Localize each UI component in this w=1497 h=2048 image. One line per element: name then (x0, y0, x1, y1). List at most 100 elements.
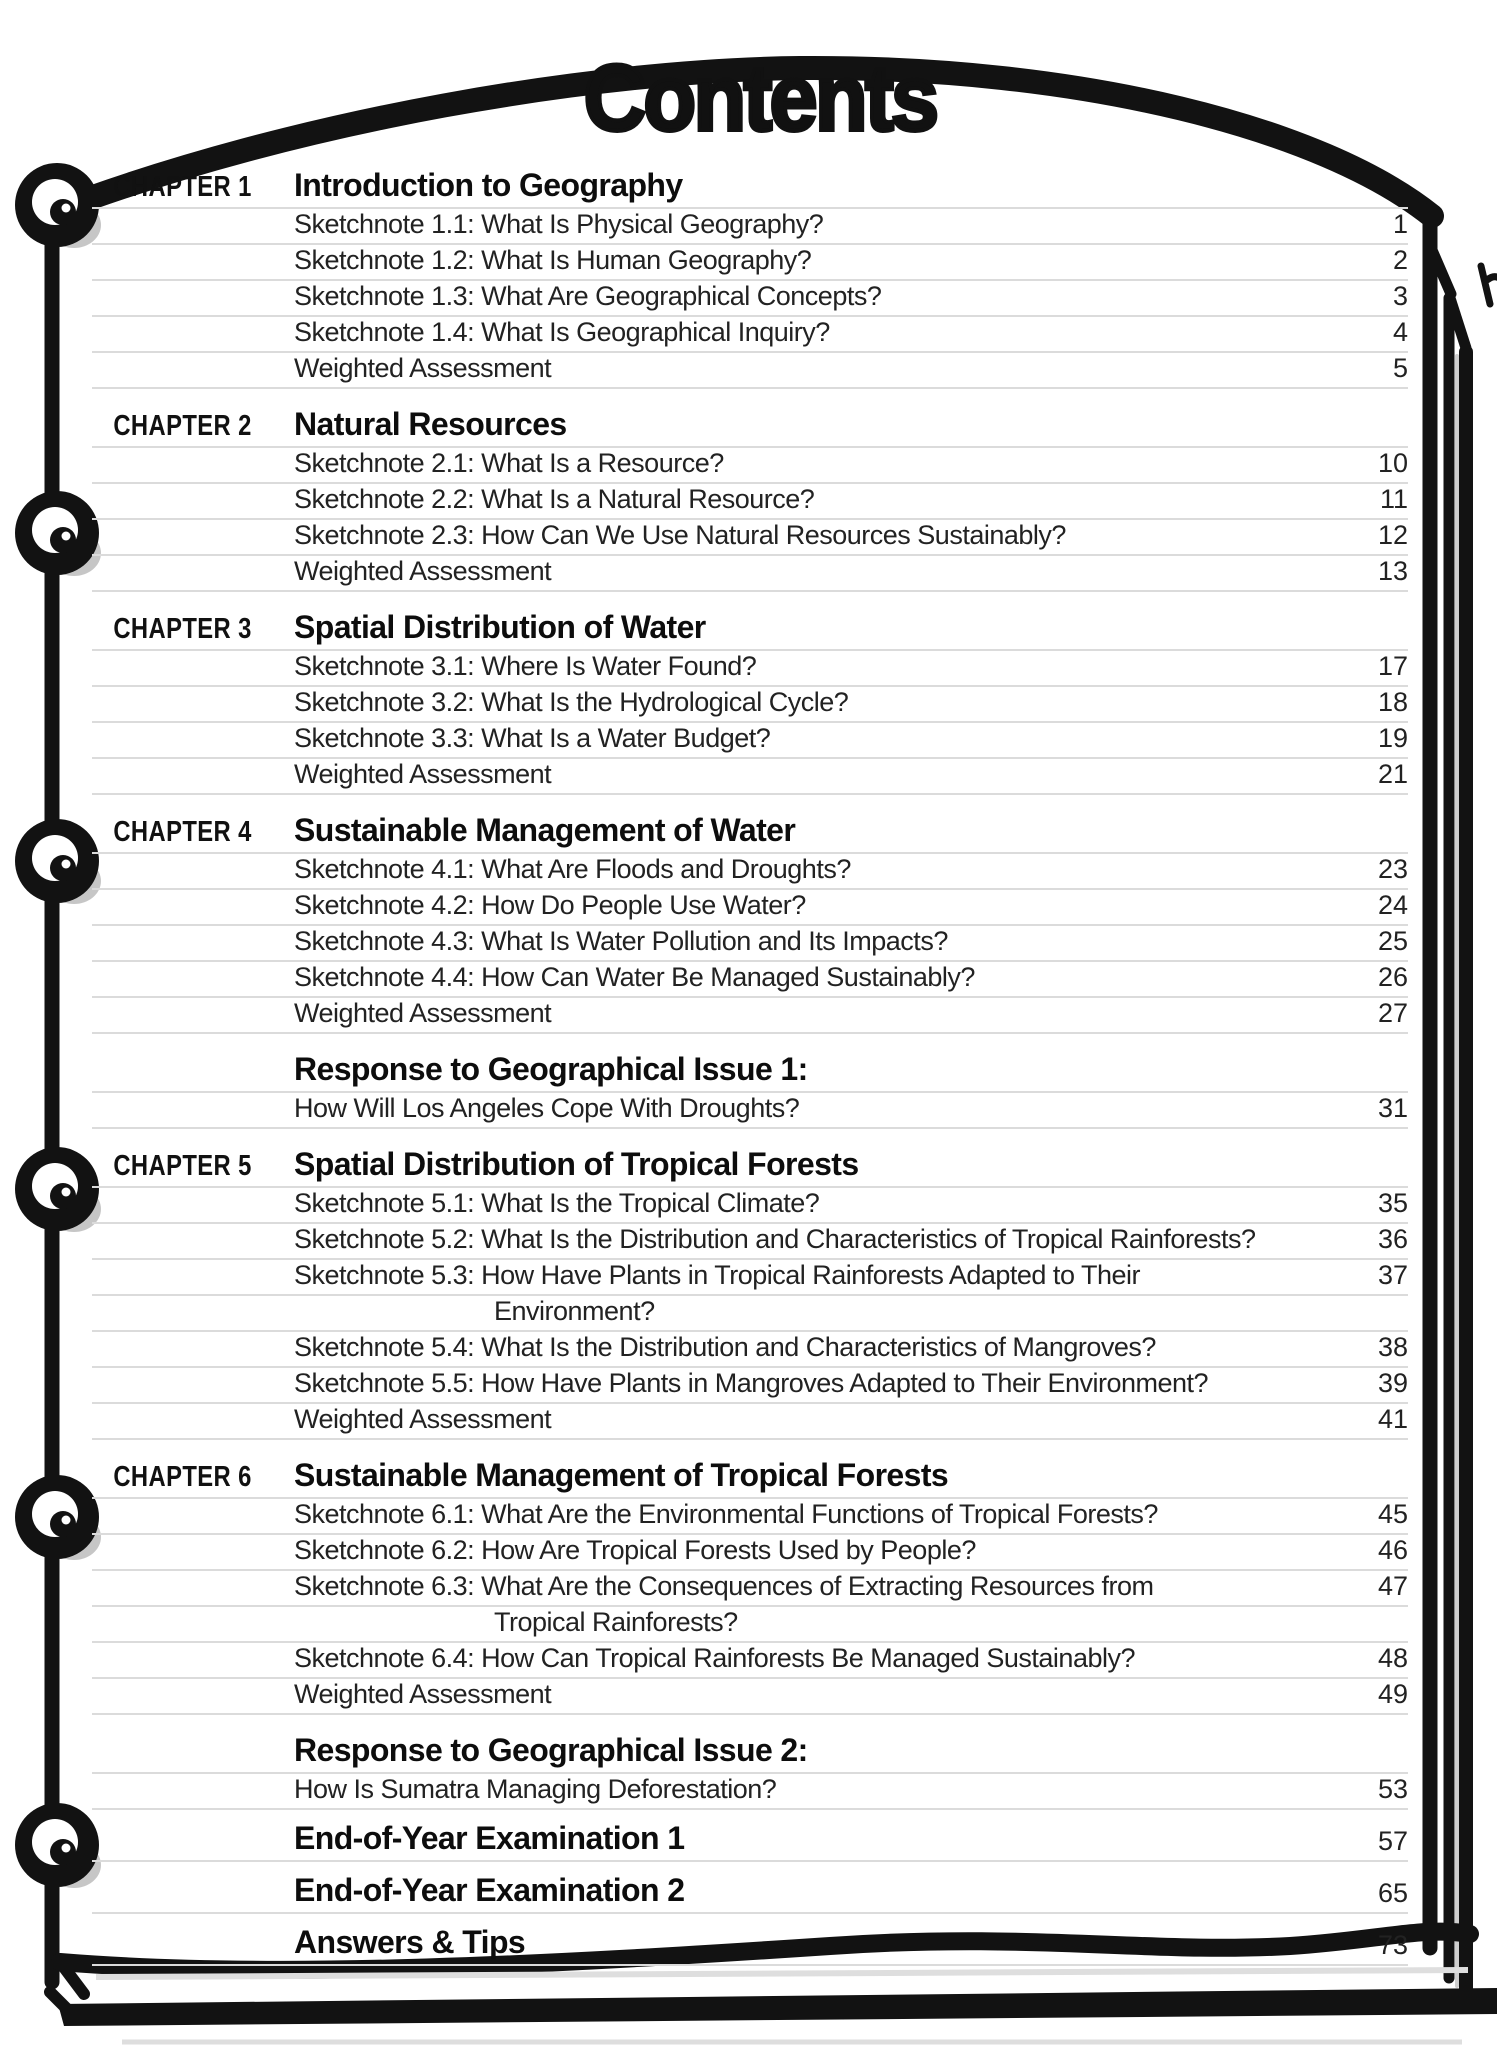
binder-ring-icon (15, 1803, 101, 1888)
entry-title: Tropical Rainforests? (494, 1607, 738, 1637)
entry-title: Sketchnote 5.5: How Have Plants in Mangr… (294, 1368, 1209, 1398)
entry-title: Weighted Assessment (294, 1404, 552, 1434)
entry-title: Sketchnote 4.4: How Can Water Be Managed… (294, 962, 975, 992)
chapter-label: CHAPTER 1 (113, 171, 252, 203)
section-title: Response to Geographical Issue 1: (294, 1051, 808, 1087)
toc-row: Weighted Assessment 21 (92, 759, 1408, 795)
chapter-heading-row: CHAPTER 3 Spatial Distribution of Water (92, 605, 1408, 651)
entry-title: Weighted Assessment (294, 1679, 552, 1709)
toc-row: Sketchnote 2.3: How Can We Use Natural R… (92, 520, 1408, 556)
page-number: 36 (1377, 1224, 1408, 1254)
entry-title: Sketchnote 4.3: What Is Water Pollution … (294, 926, 948, 956)
page-number: 38 (1377, 1332, 1408, 1362)
page-number: 2 (1392, 245, 1408, 275)
toc-row: Weighted Assessment 41 (92, 1404, 1408, 1440)
toc-row: Sketchnote 6.4: How Can Tropical Rainfor… (92, 1643, 1408, 1679)
bottom-page-edge (58, 1988, 1497, 2026)
toc-row: Sketchnote 5.4: What Is the Distribution… (92, 1332, 1408, 1368)
page-number: 17 (1377, 651, 1408, 681)
entry-title: Sketchnote 1.3: What Are Geographical Co… (294, 281, 882, 311)
table-of-contents: CHAPTER 1 Introduction to Geography Sketch… (92, 150, 1408, 1966)
backmatter-title: Answers & Tips (294, 1924, 526, 1960)
chapter-label: CHAPTER 3 (113, 613, 252, 645)
bottom-border (51, 1922, 1479, 1979)
entry-title: Environment? (494, 1296, 655, 1326)
toc-row: How Will Los Angeles Cope With Droughts?… (92, 1093, 1408, 1129)
entry-title: Sketchnote 5.1: What Is the Tropical Cli… (294, 1188, 820, 1218)
toc-row: Weighted Assessment 13 (92, 556, 1408, 592)
toc-row: Sketchnote 6.3: What Are the Consequence… (92, 1571, 1408, 1607)
toc-row: Sketchnote 2.1: What Is a Resource? 10 (92, 448, 1408, 484)
entry-title: Sketchnote 1.1: What Is Physical Geograp… (294, 209, 824, 239)
page-number: 11 (1379, 484, 1408, 514)
entry-title: Sketchnote 4.1: What Are Floods and Drou… (294, 854, 851, 884)
backmatter-title: End-of-Year Examination 1 (294, 1820, 685, 1856)
page-number: 49 (1377, 1679, 1408, 1709)
page-number: 31 (1377, 1093, 1408, 1123)
section-title: Sustainable Management of Tropical Fores… (294, 1457, 949, 1493)
page-edge-step (1426, 244, 1457, 300)
entry-title: Sketchnote 6.3: What Are the Consequence… (294, 1571, 1154, 1601)
page-number: 45 (1377, 1499, 1408, 1529)
entry-title: Sketchnote 3.3: What Is a Water Budget? (294, 723, 771, 753)
binder-ring-icon (15, 163, 101, 248)
toc-row: How Is Sumatra Managing Deforestation? 53 (92, 1774, 1408, 1810)
entry-title: Sketchnote 5.2: What Is the Distribution… (294, 1224, 1256, 1254)
page-number: 35 (1377, 1188, 1408, 1218)
section-title: Natural Resources (294, 406, 567, 442)
entry-title: How Is Sumatra Managing Deforestation? (294, 1774, 777, 1804)
toc-row: Environment? (92, 1296, 1408, 1332)
entry-title: Sketchnote 1.4: What Is Geographical Inq… (294, 317, 830, 347)
toc-row: Sketchnote 2.2: What Is a Natural Resour… (92, 484, 1408, 520)
chapter-heading-row: CHAPTER 6 Sustainable Management of Tropi… (92, 1453, 1408, 1499)
page-number: 19 (1377, 723, 1408, 753)
backmatter-title: End-of-Year Examination 2 (294, 1872, 685, 1908)
page-edge-step (1444, 292, 1472, 354)
toc-row: Sketchnote 4.4: How Can Water Be Managed… (92, 962, 1408, 998)
toc-row: Sketchnote 1.4: What Is Geographical Inq… (92, 317, 1408, 353)
chapter-heading-row: CHAPTER 4 Sustainable Management of Water (92, 808, 1408, 854)
page-number: 57 (1377, 1826, 1408, 1856)
page-number: 3 (1392, 281, 1408, 311)
toc-row: Sketchnote 5.2: What Is the Distribution… (92, 1224, 1408, 1260)
page-number: 48 (1377, 1643, 1408, 1673)
toc-row: Sketchnote 5.3: How Have Plants in Tropi… (92, 1260, 1408, 1296)
toc-row: Weighted Assessment 27 (92, 998, 1408, 1034)
toc-row: Sketchnote 5.5: How Have Plants in Mangr… (92, 1368, 1408, 1404)
toc-row: Sketchnote 6.1: What Are the Environment… (92, 1499, 1408, 1535)
toc-row: Sketchnote 5.1: What Is the Tropical Cli… (92, 1188, 1408, 1224)
entry-title: Weighted Assessment (294, 556, 552, 586)
page-number: 5 (1392, 353, 1408, 383)
binder-ring-icon (15, 1147, 101, 1232)
entry-title: Sketchnote 2.2: What Is a Natural Resour… (294, 484, 815, 514)
toc-row: Sketchnote 1.3: What Are Geographical Co… (92, 281, 1408, 317)
chapter-label: CHAPTER 5 (113, 1150, 252, 1182)
page-number: 26 (1377, 962, 1408, 992)
section-title: Introduction to Geography (294, 167, 683, 203)
toc-row: Sketchnote 4.2: How Do People Use Water?… (92, 890, 1408, 926)
issue-heading-row: Response to Geographical Issue 1: (92, 1047, 1408, 1093)
chapter-label: CHAPTER 4 (113, 816, 252, 848)
page-number: 21 (1377, 759, 1408, 789)
page-number: 12 (1377, 520, 1408, 550)
page-number: 41 (1377, 1404, 1408, 1434)
binder-ring-icon (15, 1475, 101, 1560)
section-title: Spatial Distribution of Tropical Forests (294, 1146, 859, 1182)
binder-ring-icon (15, 819, 101, 904)
section-title: Response to Geographical Issue 2: (294, 1732, 808, 1768)
page-number: 4 (1392, 317, 1408, 347)
entry-title: Sketchnote 3.1: Where Is Water Found? (294, 651, 757, 681)
toc-row: Tropical Rainforests? (92, 1607, 1408, 1643)
top-border (40, 55, 1444, 228)
page-number: 47 (1377, 1571, 1408, 1601)
entry-title: Sketchnote 3.2: What Is the Hydrological… (294, 687, 849, 717)
toc-row: Sketchnote 3.2: What Is the Hydrological… (92, 687, 1408, 723)
page-number: 53 (1377, 1774, 1408, 1804)
entry-title: Sketchnote 6.2: How Are Tropical Forests… (294, 1535, 976, 1565)
toc-row: Sketchnote 4.3: What Is Water Pollution … (92, 926, 1408, 962)
chapter-heading-row: CHAPTER 5 Spatial Distribution of Tropica… (92, 1142, 1408, 1188)
entry-title: Sketchnote 2.3: How Can We Use Natural R… (294, 520, 1066, 550)
toc-row: Weighted Assessment 5 (92, 353, 1408, 389)
